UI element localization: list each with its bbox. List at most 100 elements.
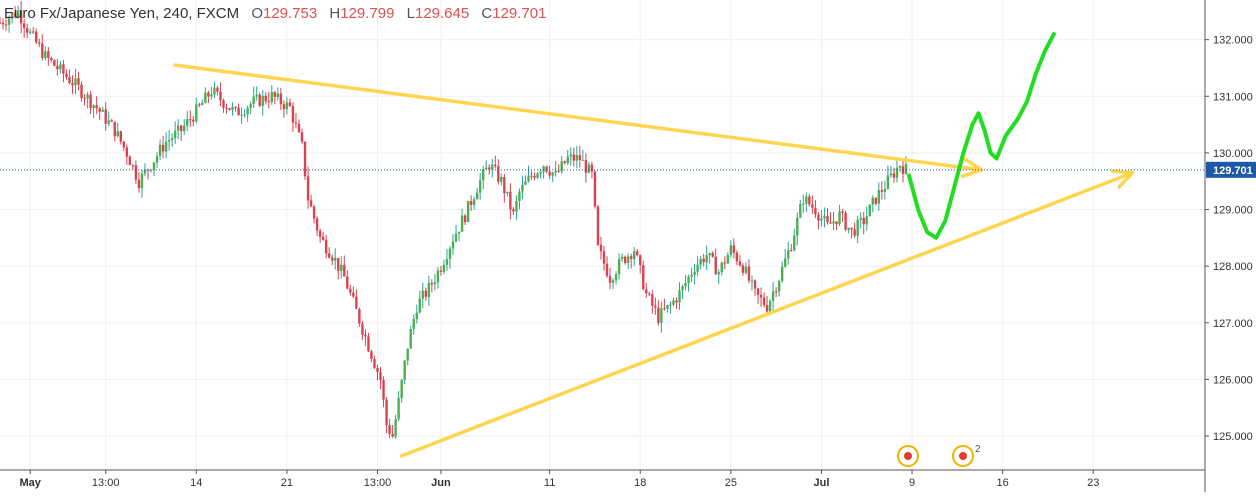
candle-body [521,184,524,192]
candle-body [306,176,310,201]
candle-body [790,250,793,252]
candle-body [110,120,113,122]
candle-body [892,173,896,178]
candle-body [364,334,367,337]
candle-body [657,307,660,323]
candle-body [491,164,494,170]
trendline-2 [399,170,1135,458]
time-tick-label: 23 [1087,477,1099,489]
candle-body [457,231,461,234]
candle-body [421,290,424,299]
candle-body [512,209,515,212]
candle-body [817,214,820,221]
candle-body [116,131,119,137]
candle-body [811,204,814,208]
candle-body [406,348,409,361]
candle-body [814,207,817,215]
candle-body [784,258,787,267]
candle-body [267,101,270,103]
candle-body [750,280,754,282]
candle-body [119,131,122,142]
low-value: 129.645 [414,5,470,22]
candle-body [762,297,766,306]
candle-body [258,94,261,106]
candle-body [104,109,107,124]
event-badge [952,445,974,467]
candle-body [92,105,95,109]
candle-body [361,323,364,335]
candle-body [176,125,180,131]
candle-body [554,170,557,173]
candle-body [273,92,277,97]
candle-body [548,171,551,176]
candle-body [726,254,730,264]
candle-body [315,218,319,231]
candle-body [312,206,316,219]
candle-body [527,175,530,182]
candle-body [436,270,440,283]
candle-body [756,288,760,295]
candle-body [68,77,71,84]
candle-body [397,398,400,420]
candle-body [225,107,228,109]
candle-body [403,360,406,380]
candle-body [246,107,249,115]
candle-body [880,190,884,192]
candle-body [765,305,769,312]
candle-body [753,280,757,289]
candle-body [699,258,702,265]
candle-body [780,266,784,282]
candle-body [895,167,899,178]
candle-body [294,122,298,124]
candle-body [747,266,751,281]
candle-body [291,106,295,123]
candle-body [666,305,669,309]
candle-body [71,83,74,86]
candle-body [485,167,488,170]
candle-body [101,109,104,112]
candle-body [536,173,539,178]
close-label: C [481,5,493,22]
candle-body [478,180,482,193]
price-tick-label: 131.000 [1213,91,1253,103]
candle-body [158,144,162,157]
candle-body [850,227,853,230]
candle-body [566,156,569,164]
candle-body [0,22,2,24]
candle-body [545,166,548,172]
candle-body [321,236,325,240]
candle-body [768,300,772,312]
candle-body [841,211,844,213]
candle-body [826,216,829,223]
candle-body [334,258,337,261]
candle-body [799,204,802,218]
candle-body [759,294,763,298]
candle-body [412,319,415,330]
price-tag-label: 129.701 [1213,165,1253,177]
candle-body [675,300,678,303]
candle-body [207,92,210,97]
candle-body [186,119,189,126]
candle-body [170,138,174,140]
trendline-1 [173,63,984,172]
candle-body [497,166,500,182]
candle-body [192,119,195,122]
candle-body [454,233,458,242]
candle-body [125,147,129,157]
candle-body [684,283,687,287]
candle-body [19,10,23,24]
candle-body [167,139,171,142]
time-tick-label: 9 [909,477,915,489]
price-tick-label: 132.000 [1213,35,1253,47]
candle-body [352,292,355,297]
candle-body [663,308,666,310]
candle-body [343,264,346,277]
candle-body [623,256,627,263]
candle-body [681,286,684,291]
candle-body [83,98,86,100]
candle-body [551,172,554,176]
candle-body [500,176,503,182]
candle-body [303,141,307,177]
